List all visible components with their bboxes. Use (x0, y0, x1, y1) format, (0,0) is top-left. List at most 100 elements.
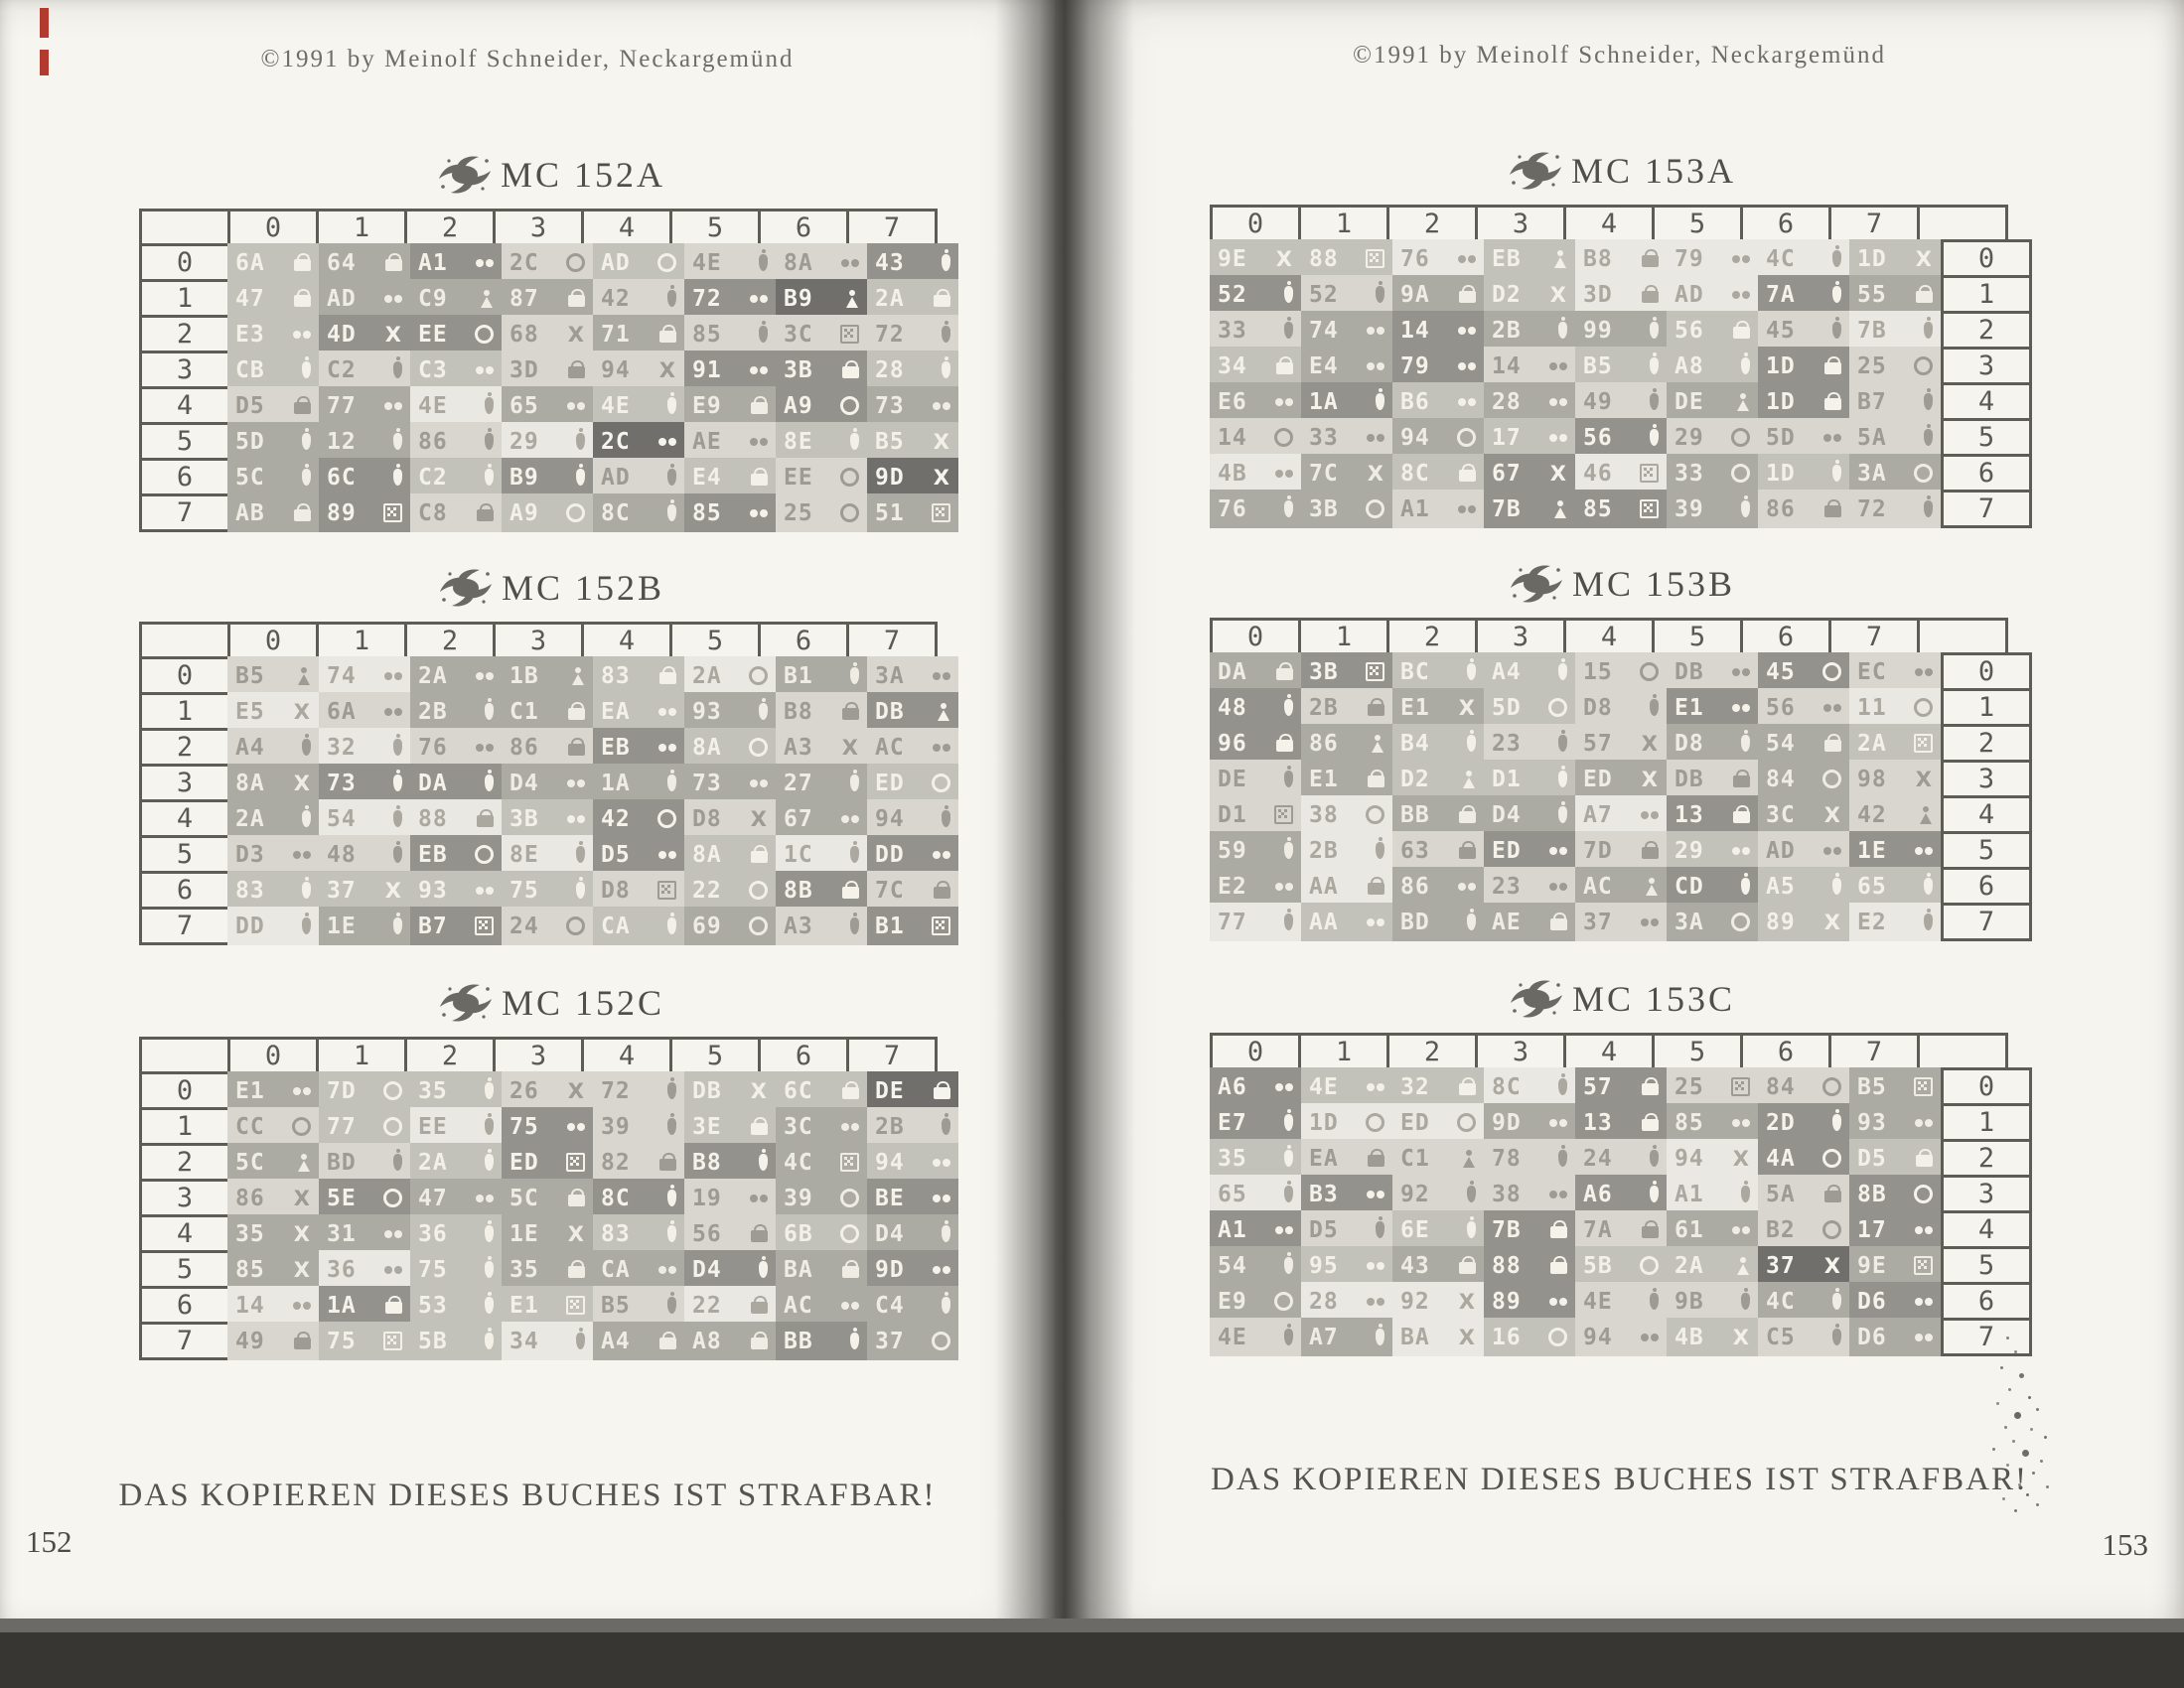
code-value: 14 (1218, 424, 1247, 451)
code-cell: 47 (410, 1179, 502, 1217)
bottle-icon (667, 1077, 676, 1099)
code-cell: A4 (1484, 652, 1575, 691)
code-value: 4B (1674, 1324, 1704, 1350)
code-cell: 25 (1849, 347, 1941, 385)
double-dot-icon (658, 743, 666, 752)
bottle-icon (1924, 873, 1933, 895)
code-value: 72 (601, 1077, 631, 1104)
code-value: 85 (235, 1256, 265, 1283)
table-title: MC 153B (1210, 558, 2032, 610)
bottle-icon (1376, 837, 1384, 859)
code-cell: B3 (1301, 1175, 1392, 1213)
code-cell: ED (1484, 831, 1575, 870)
bottle-icon (1376, 1324, 1384, 1345)
ring-icon (1914, 464, 1933, 483)
code-cell: 49 (227, 1322, 319, 1360)
table-row: 7 AB 89 C8 A9 8C 85 25 51 (139, 493, 961, 532)
code-value: 86 (510, 734, 539, 761)
code-cell: 3A (867, 656, 958, 695)
code-value: 56 (692, 1220, 722, 1247)
code-value: BA (1400, 1324, 1430, 1350)
code-value: 6E (1400, 1216, 1430, 1243)
row-header: 3 (1941, 1175, 2032, 1213)
code-cell: 3D (1575, 275, 1667, 314)
code-value: 52 (1218, 281, 1247, 308)
briefcase-icon (1459, 1077, 1476, 1095)
code-value: 3E (692, 1113, 722, 1140)
code-cell: 1C (776, 835, 867, 874)
code-value: 72 (692, 285, 722, 312)
code-value: 79 (1674, 245, 1704, 272)
code-cell: A4 (593, 1322, 684, 1360)
code-value: 54 (1218, 1252, 1247, 1279)
bottle-icon (393, 428, 402, 450)
double-dot-icon (1458, 882, 1466, 891)
briefcase-icon (477, 809, 494, 827)
double-dot-icon (933, 401, 941, 410)
briefcase-icon (1642, 1113, 1659, 1131)
table-row: 4 D5 77 4E 65 4E E9 A9 73 (139, 386, 961, 425)
bottle-icon (1558, 658, 1567, 680)
row-header: 7 (1941, 903, 2032, 941)
row-header: 4 (139, 799, 230, 838)
code-cell: 75 (502, 1107, 593, 1146)
code-value: D4 (1492, 801, 1522, 828)
code-cell: 39 (1667, 490, 1758, 528)
code-cell: 1E (319, 907, 410, 945)
code-cell: 13 (1575, 1103, 1667, 1142)
code-value: A1 (1674, 1181, 1704, 1207)
code-value: 56 (1674, 317, 1704, 344)
code-value: D8 (1674, 730, 1704, 757)
table-row: 6 14 1A 53 E1 B5 22 AC C4 (139, 1286, 961, 1325)
code-cell: A9 (776, 386, 867, 425)
code-value: 7B (1492, 1216, 1522, 1243)
double-dot-icon (750, 778, 758, 787)
double-dot-icon (1458, 397, 1466, 406)
code-cell: D1 (1484, 760, 1575, 798)
code-value: 88 (1309, 245, 1339, 272)
code-value: C3 (418, 356, 448, 383)
code-value: 23 (1492, 730, 1522, 757)
code-value: 2A (418, 662, 448, 689)
code-cell: AD (1758, 831, 1849, 870)
corner-cell (139, 622, 230, 659)
code-value: 94 (601, 356, 631, 383)
galaxy-icon (439, 984, 492, 1022)
code-cell: 5A (1758, 1175, 1849, 1213)
page-left: ©1991 by Meinolf Schneider, Neckargemünd… (0, 0, 1055, 1633)
code-value: 3D (1583, 281, 1613, 308)
person-icon (297, 1153, 311, 1172)
double-dot-icon (1915, 1333, 1923, 1341)
code-cell: 63 (1392, 831, 1484, 870)
die-icon (1366, 662, 1384, 681)
code-cell: 43 (1392, 1246, 1484, 1285)
code-value: 61 (1674, 1216, 1704, 1243)
code-cell: BB (776, 1322, 867, 1360)
code-value: 69 (692, 913, 722, 939)
code-cell: 75 (502, 871, 593, 910)
code-value: B8 (784, 698, 813, 725)
code-cell: 28 (867, 351, 958, 389)
bottle-icon (1284, 317, 1293, 339)
code-value: 83 (601, 1220, 631, 1247)
code-cell: 94 (867, 1143, 958, 1182)
code-cell: 3B (1301, 652, 1392, 691)
double-dot-icon (1367, 433, 1375, 442)
code-grid: 012345679E8876EBB8794C1D052529AD23DAD7A5… (1210, 205, 2032, 528)
code-value: D1 (1492, 766, 1522, 792)
code-value: 52 (1309, 281, 1339, 308)
bottle-icon (1467, 909, 1476, 930)
code-cell: 88 (1301, 239, 1392, 278)
cross-icon (1824, 1253, 1841, 1279)
code-cell: E9 (1210, 1282, 1301, 1321)
code-value: 7D (327, 1077, 357, 1104)
code-cell: 76 (1210, 490, 1301, 528)
bottle-icon (759, 1256, 768, 1278)
code-value: B5 (1583, 352, 1613, 379)
briefcase-icon (1733, 770, 1750, 787)
code-value: 79 (1400, 352, 1430, 379)
table-row: 0 6A 64 A1 2C AD 4E 8A 43 (139, 243, 961, 282)
code-cell: B1 (867, 907, 958, 945)
code-value: D2 (1400, 766, 1430, 792)
